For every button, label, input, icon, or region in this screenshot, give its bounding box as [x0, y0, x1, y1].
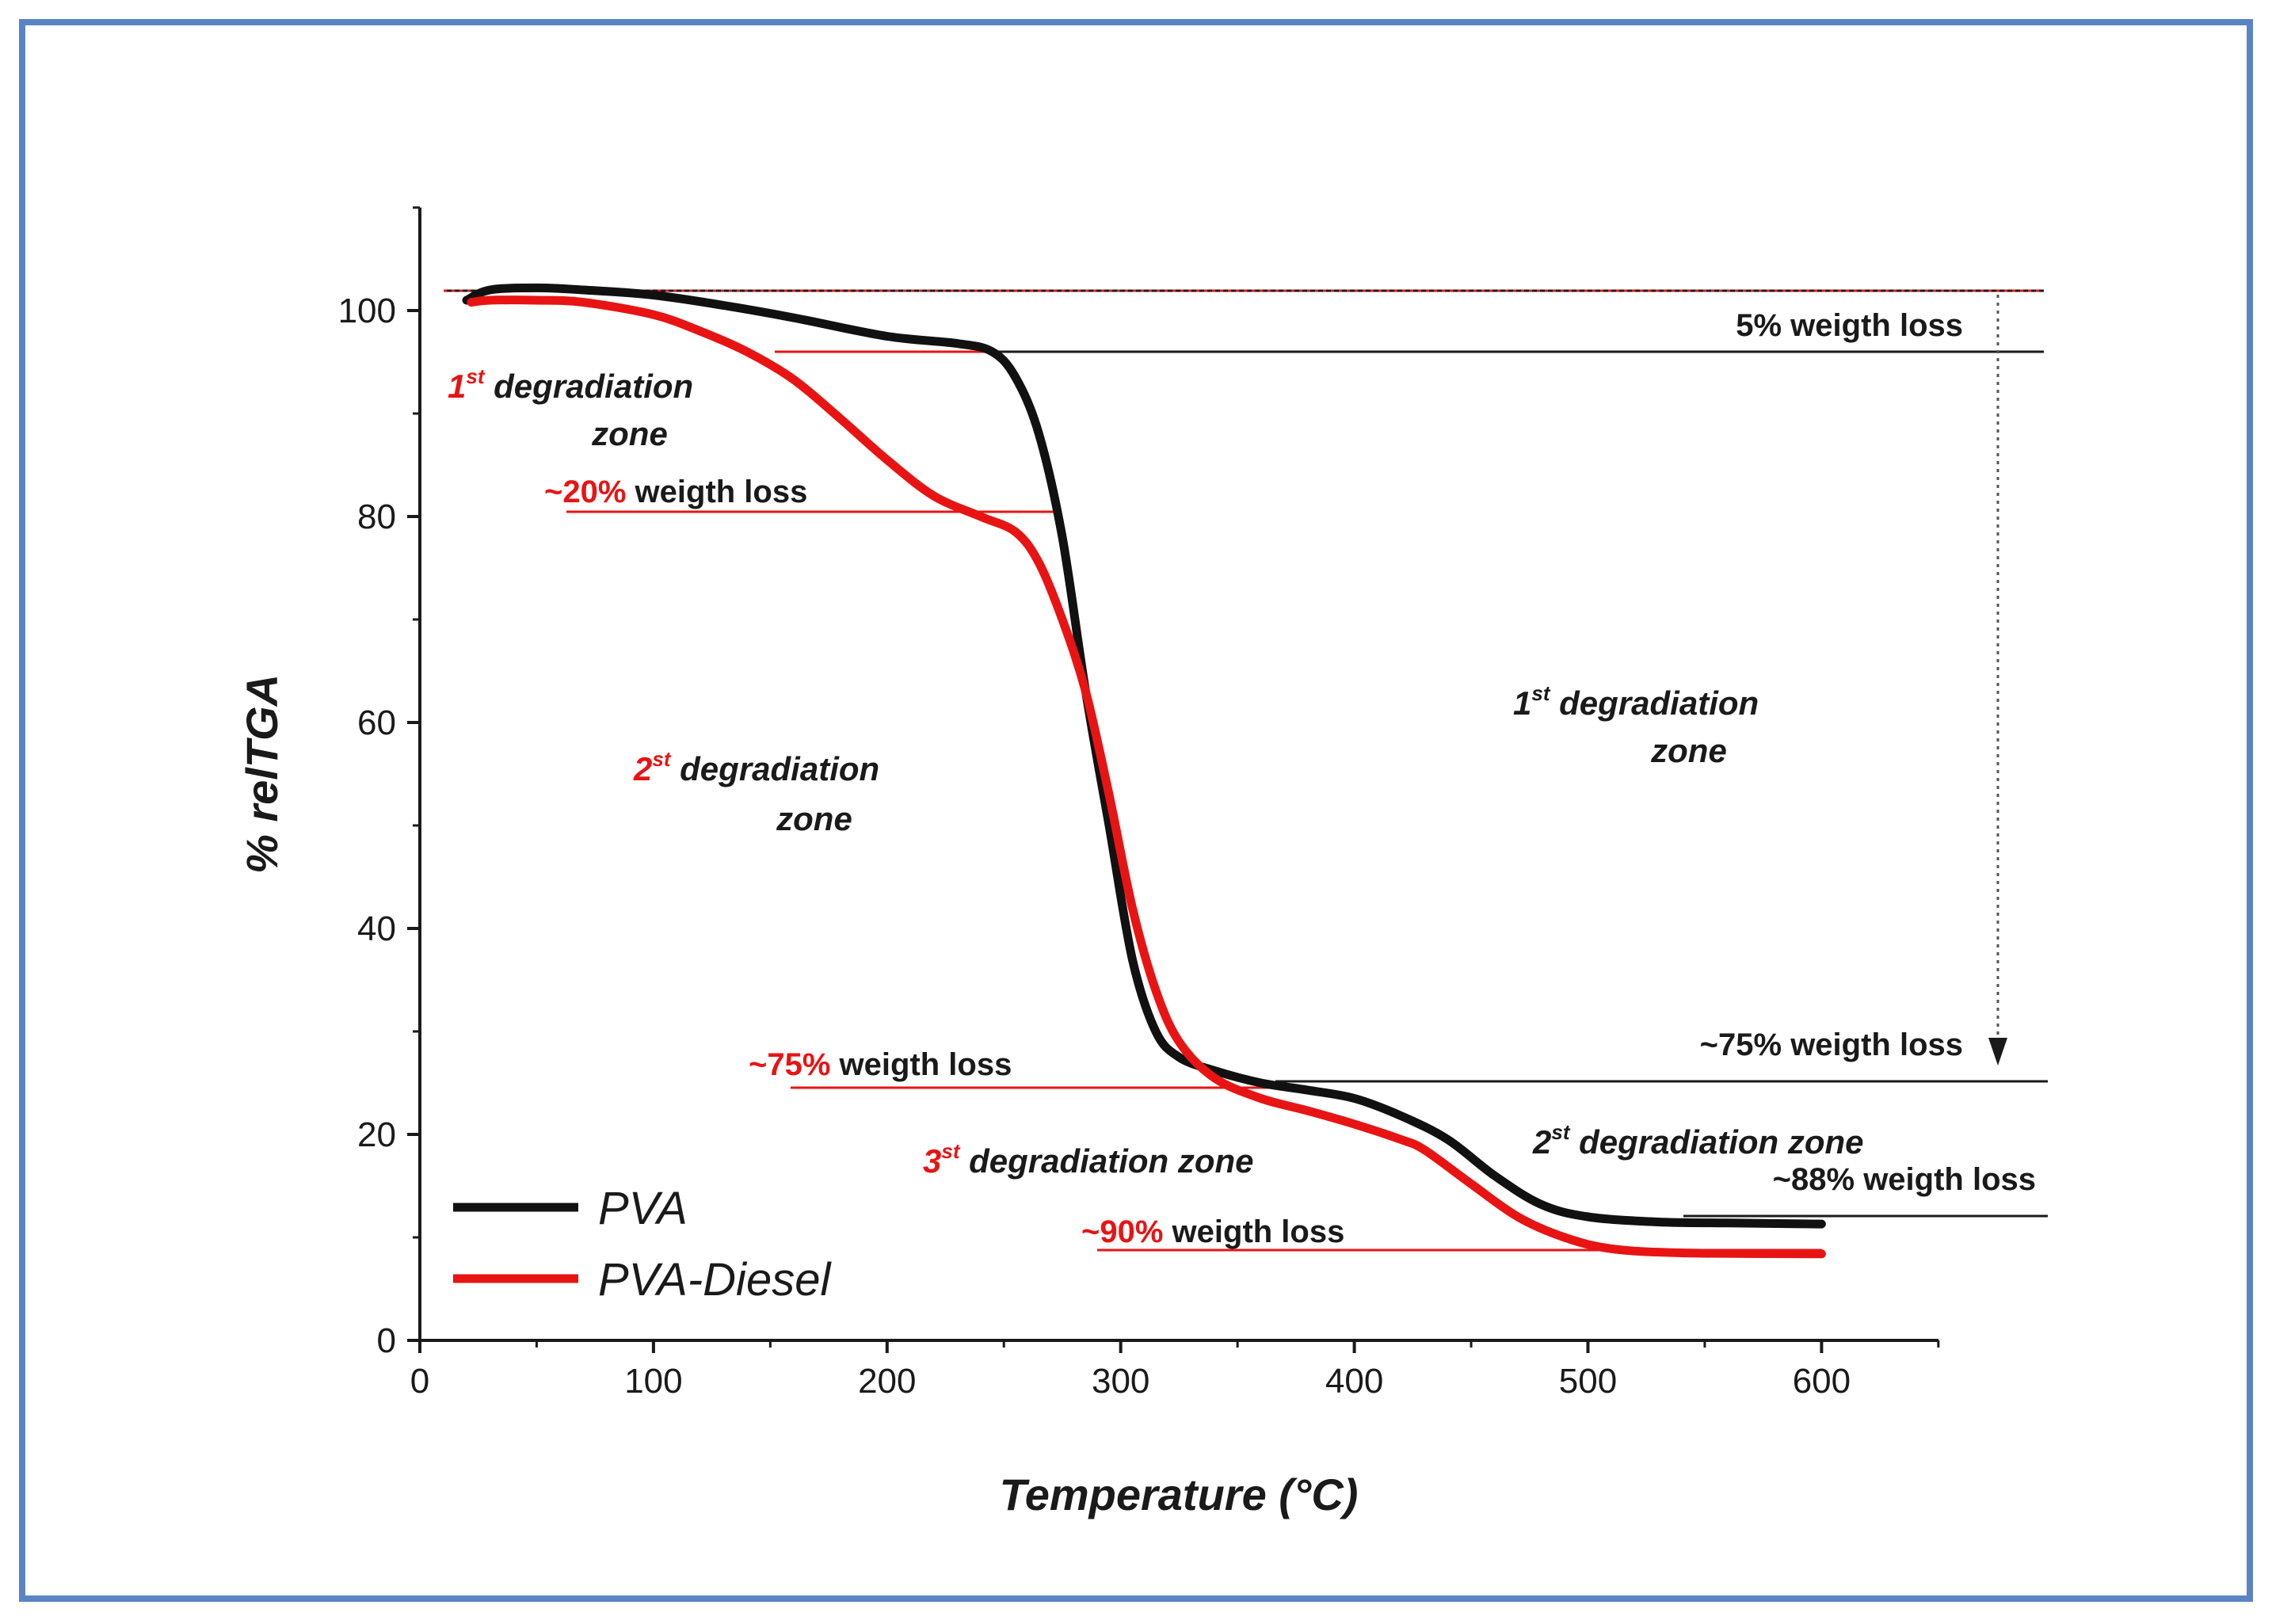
- y-tick-label: 60: [357, 703, 396, 742]
- y-tick-label: 100: [338, 292, 396, 330]
- legend: PVA PVA-Diesel: [453, 1183, 832, 1306]
- x-tick-label: 200: [858, 1362, 916, 1401]
- loss-arrow-head: [1988, 1038, 2007, 1066]
- x-axis-ticks: 0 100 200 300 400 500 600: [410, 1340, 1940, 1401]
- annotation-pva-88pct: ~88% weigth loss: [1773, 1162, 2036, 1197]
- x-tick-label: 300: [1092, 1362, 1149, 1401]
- x-axis-title: Temperature (°C): [1000, 1470, 1359, 1519]
- y-axis-title: % relTGA: [237, 674, 287, 874]
- annotation-diesel-zone2-line2: zone: [776, 800, 852, 837]
- annotation-diesel-zone2: 2st degradiation: [633, 747, 879, 787]
- legend-label-pva: PVA: [598, 1183, 688, 1234]
- annotation-pva-zone2: 2st degradiation zone: [1532, 1120, 1864, 1161]
- y-tick-label: 20: [357, 1115, 396, 1154]
- annotation-diesel-75pct: ~75% weigth loss: [749, 1047, 1012, 1082]
- annotation-diesel-zone1: 1st degradiation: [448, 364, 693, 405]
- x-tick-label: 400: [1325, 1362, 1383, 1401]
- series-pva-diesel-line: [467, 295, 1826, 1259]
- annotation-pva-75pct: ~75% weigth loss: [1700, 1027, 1963, 1062]
- annotation-pva-zone1-line2: zone: [1650, 732, 1727, 769]
- x-tick-label: 600: [1793, 1362, 1851, 1401]
- annotation-pva-zone1: 1st degradiation: [1513, 681, 1759, 722]
- figure-frame: [19, 19, 2253, 1602]
- annotation-diesel-20pct: ~20% weigth loss: [544, 475, 807, 509]
- annotation-diesel-90pct: ~90% weigth loss: [1081, 1214, 1344, 1249]
- x-tick-label: 0: [410, 1362, 429, 1401]
- y-axis-ticks: 0 20 40 60 80 100: [338, 206, 420, 1360]
- annotation-diesel-zone1-line2: zone: [591, 415, 668, 452]
- x-tick-label: 500: [1559, 1362, 1617, 1401]
- y-tick-label: 40: [357, 909, 396, 948]
- x-tick-label: 100: [624, 1362, 682, 1401]
- series-pva-line: [462, 283, 1826, 1229]
- annotation-diesel-zone3: 3st degradiation zone: [923, 1139, 1254, 1180]
- annotation-pva-5pct: 5% weigth loss: [1736, 308, 1963, 343]
- y-tick-label: 80: [357, 497, 396, 536]
- y-tick-label: 0: [377, 1321, 396, 1360]
- legend-label-pva-diesel: PVA-Diesel: [598, 1254, 832, 1306]
